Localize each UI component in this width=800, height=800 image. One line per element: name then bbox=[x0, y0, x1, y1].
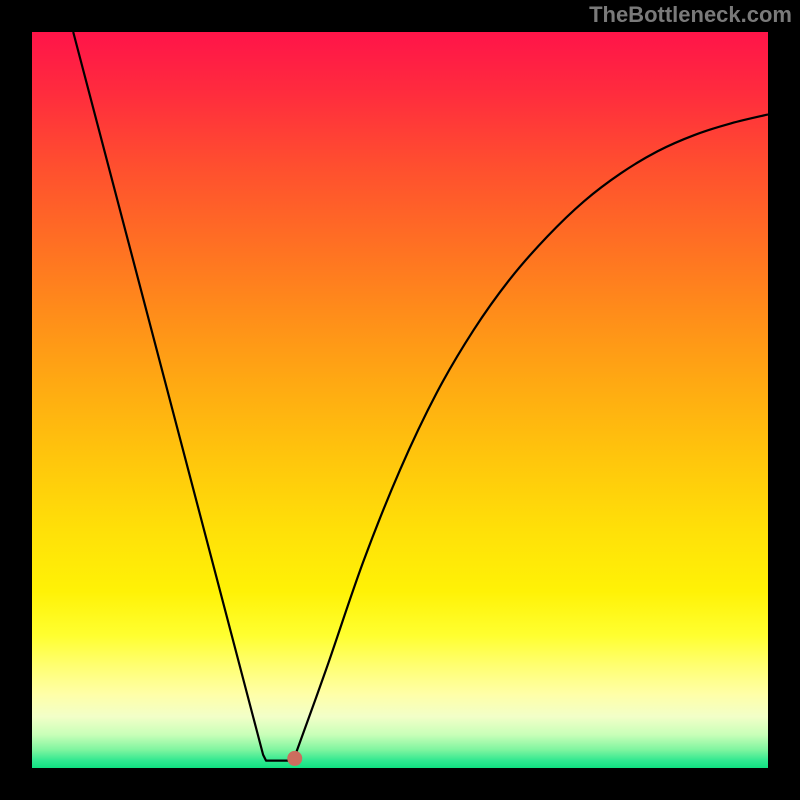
optimum-marker bbox=[287, 751, 302, 766]
watermark-text: TheBottleneck.com bbox=[589, 2, 792, 28]
curve-svg bbox=[32, 32, 768, 768]
chart-canvas: TheBottleneck.com bbox=[0, 0, 800, 800]
plot-area bbox=[32, 32, 768, 768]
bottleneck-curve bbox=[73, 32, 768, 761]
